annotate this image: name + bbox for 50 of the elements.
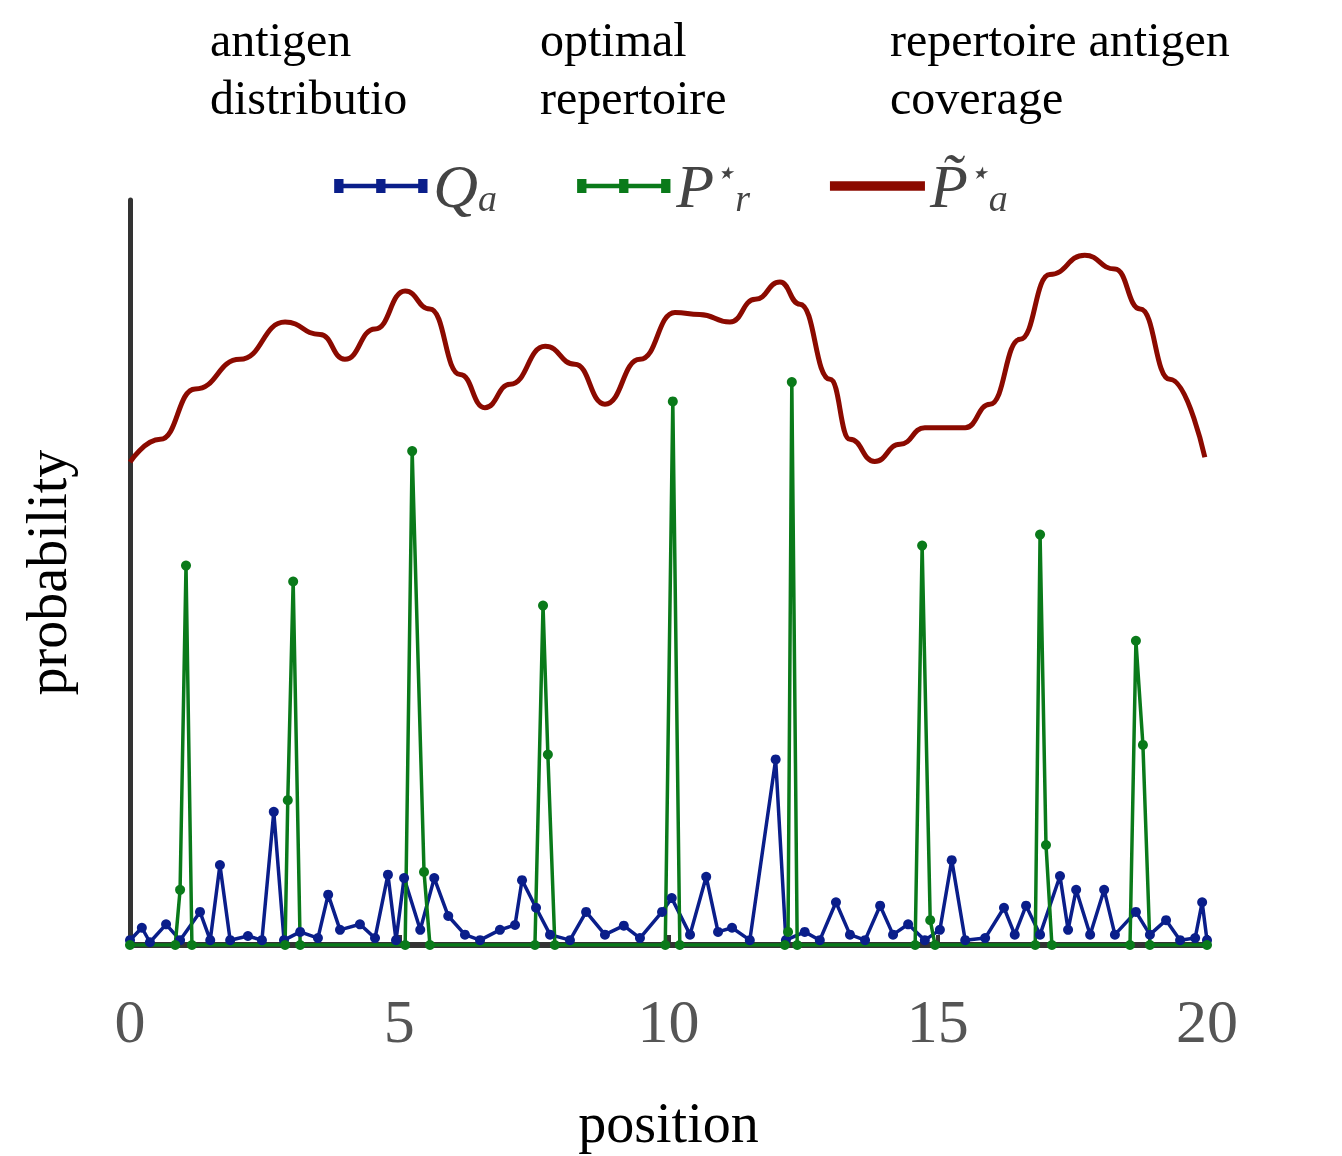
point: [170, 940, 181, 950]
point: [1125, 940, 1135, 950]
x-tick-label: 10: [637, 987, 700, 1055]
point: [175, 884, 186, 895]
point: [295, 940, 306, 950]
point: [1046, 940, 1057, 950]
point: [1137, 739, 1148, 750]
point: [1035, 529, 1046, 540]
point: [1130, 635, 1141, 646]
legend-label: P̃⋆a: [928, 152, 1008, 220]
x-tick-label: 0: [114, 987, 146, 1055]
x-tick-label: 20: [1176, 987, 1238, 1055]
point: [1041, 839, 1051, 850]
point: [792, 940, 803, 950]
y-axis-title: probability: [16, 449, 78, 696]
point: [400, 940, 411, 950]
point: [181, 560, 191, 571]
point: [925, 915, 936, 926]
point: [783, 926, 794, 937]
point: [1144, 940, 1155, 950]
point: [660, 940, 671, 950]
x-tick-label: 15: [906, 987, 969, 1055]
point: [407, 446, 418, 457]
point: [1202, 940, 1212, 950]
x-axis-title: position: [578, 1092, 759, 1154]
point: [674, 940, 685, 950]
point: [280, 940, 291, 950]
point: [910, 940, 921, 950]
point: [125, 940, 135, 950]
x-tick-label: 5: [383, 987, 415, 1055]
point: [549, 940, 560, 950]
point: [1030, 940, 1041, 950]
point: [917, 540, 928, 551]
point: [419, 866, 430, 877]
text: repertoire antigen coverage: [890, 12, 1242, 124]
point: [186, 940, 197, 950]
point: [779, 940, 790, 950]
text: optimal repertoire: [540, 12, 727, 124]
point: [542, 749, 553, 760]
point: [288, 576, 299, 587]
legend-label: P⋆r: [675, 152, 751, 220]
point: [529, 940, 540, 950]
legend-label: Qa: [433, 152, 498, 220]
text: antigen distributio: [210, 12, 408, 124]
point: [424, 940, 435, 950]
point: [667, 396, 678, 407]
point: [786, 377, 797, 388]
point: [538, 600, 549, 611]
point: [282, 795, 293, 806]
point: [930, 940, 941, 950]
